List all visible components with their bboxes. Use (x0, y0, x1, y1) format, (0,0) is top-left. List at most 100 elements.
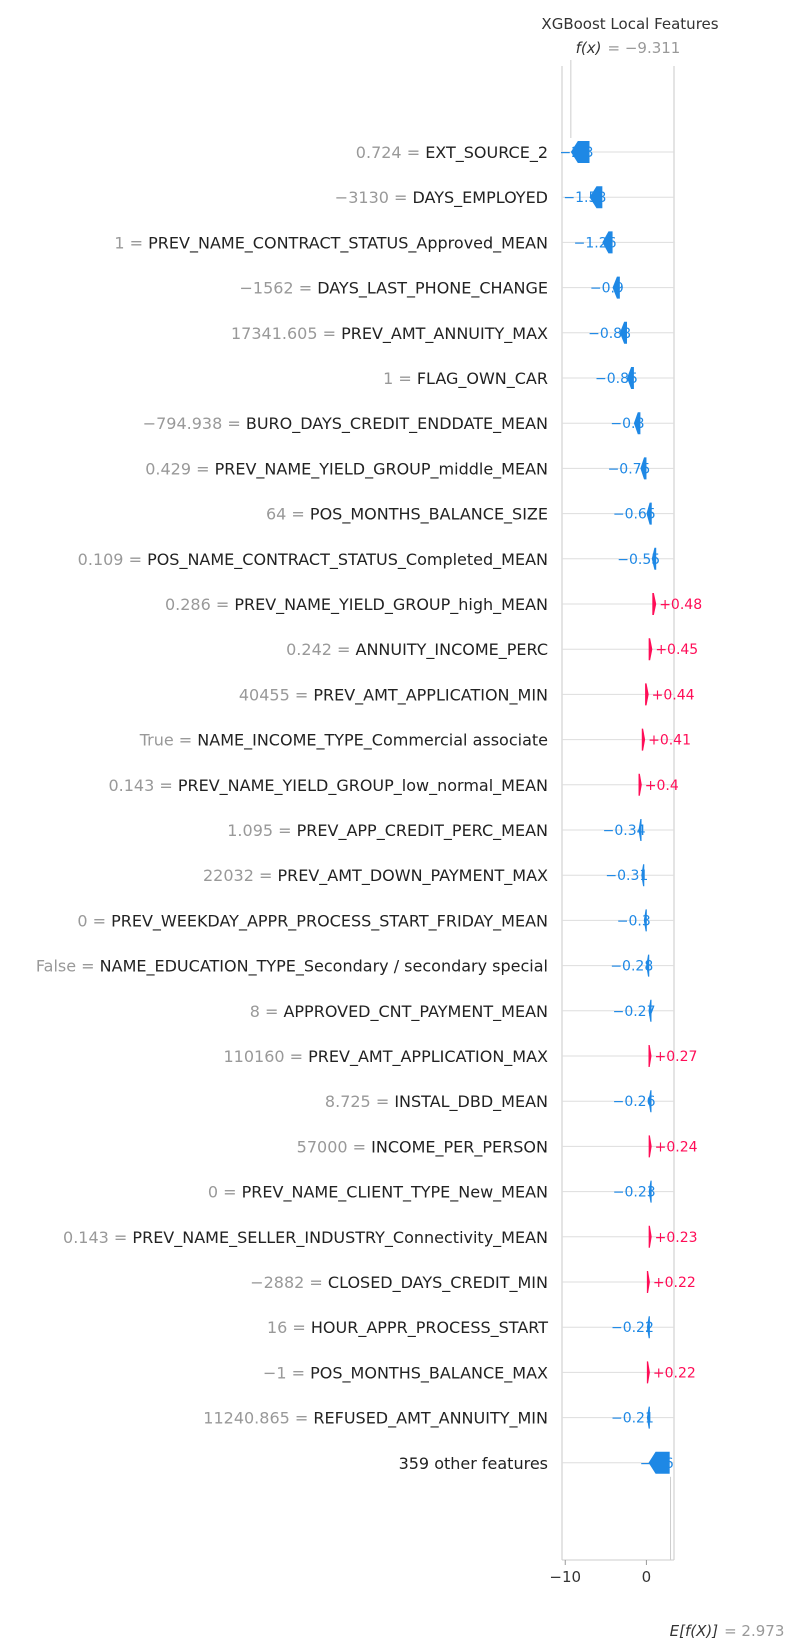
waterfall-bar (640, 457, 647, 480)
feature-label: 11240.865 = REFUSED_AMT_ANNUITY_MIN (203, 1409, 548, 1429)
feature-name: NAME_EDUCATION_TYPE_Secondary / secondar… (100, 957, 548, 977)
feature-label: 64 = POS_MONTHS_BALANCE_SIZE (266, 505, 548, 525)
feature-label: 110160 = PREV_AMT_APPLICATION_MAX (223, 1047, 548, 1067)
waterfall-bar (570, 141, 590, 163)
bar-value-label: +0.23 (655, 1230, 698, 1246)
waterfall-bar (602, 231, 613, 254)
bar-value-label: −0.9 (590, 281, 624, 297)
bar-value-label: −0.28 (610, 959, 653, 975)
waterfall-bar (648, 1090, 652, 1113)
waterfall-bar (646, 502, 652, 525)
feature-label: 0 = PREV_NAME_CLIENT_TYPE_New_MEAN (208, 1183, 548, 1203)
feature-value: 22032 = (203, 866, 277, 885)
feature-label: −2882 = CLOSED_DAYS_CREDIT_MIN (250, 1273, 548, 1293)
waterfall-bar (643, 909, 647, 932)
bar-value-label: −0.26 (613, 1094, 656, 1110)
feature-label: True = NAME_INCOME_TYPE_Commercial assoc… (139, 731, 548, 751)
feature-value: −3130 = (335, 188, 413, 207)
x-axis: −10 0 (549, 1559, 674, 1586)
feature-value: −2882 = (250, 1273, 328, 1292)
feature-label: 0.429 = PREV_NAME_YIELD_GROUP_middle_MEA… (145, 459, 548, 479)
feature-value: 11240.865 = (203, 1409, 313, 1428)
waterfall-bar (638, 819, 642, 841)
feature-label: −1 = POS_MONTHS_BALANCE_MAX (263, 1363, 548, 1383)
feature-label: 16 = HOUR_APPR_PROCESS_START (267, 1318, 548, 1338)
feature-label: 8 = APPROVED_CNT_PAYMENT_MEAN (250, 1002, 548, 1022)
feature-label: 0.143 = PREV_NAME_SELLER_INDUSTRY_Connec… (63, 1228, 548, 1248)
feature-label: 0.109 = POS_NAME_CONTRACT_STATUS_Complet… (78, 550, 548, 570)
waterfall-bar (633, 412, 641, 435)
feature-name: DAYS_LAST_PHONE_CHANGE (317, 279, 548, 299)
feature-label: 22032 = PREV_AMT_DOWN_PAYMENT_MAX (203, 866, 548, 886)
bar-value-label: −1.26 (574, 235, 617, 251)
feature-name: POS_NAME_CONTRACT_STATUS_Completed_MEAN (147, 550, 548, 570)
feature-name: HOUR_APPR_PROCESS_START (311, 1318, 548, 1338)
feature-name: BURO_DAYS_CREDIT_ENDDATE_MEAN (246, 414, 548, 434)
waterfall-bar (641, 728, 646, 751)
feature-name: DAYS_EMPLOYED (413, 188, 549, 208)
feature-value: 8.725 = (325, 1092, 394, 1111)
feature-value: 0.724 = (356, 143, 425, 162)
chart-title: XGBoost Local Features (541, 15, 718, 33)
bar-value-label: −0.31 (605, 868, 648, 884)
bar-value-label: −0.75 (608, 461, 651, 477)
feature-label: 0.724 = EXT_SOURCE_2 (356, 143, 548, 163)
feature-name: PREV_AMT_ANNUITY_MAX (341, 324, 548, 344)
waterfall-bar (648, 1451, 670, 1474)
feature-value: 0.286 = (165, 595, 234, 614)
bar-value-label: −0.3 (617, 913, 651, 929)
feature-name: INSTAL_DBD_MEAN (394, 1092, 548, 1112)
bar-value-label: −0.23 (613, 1185, 656, 1201)
feature-value: 0.109 = (78, 550, 147, 569)
bar-value-label: +0.27 (655, 1049, 698, 1065)
feature-name: POS_MONTHS_BALANCE_SIZE (310, 505, 548, 525)
feature-value: 8 = (250, 1002, 284, 1021)
fx-label: f(x) (576, 39, 602, 57)
waterfall-bar (638, 773, 642, 796)
x-tick-label: 0 (642, 1568, 652, 1586)
feature-label: 1.095 = PREV_APP_CREDIT_PERC_MEAN (227, 821, 548, 841)
feature-label: 0 = PREV_WEEKDAY_APPR_PROCESS_START_FRID… (77, 911, 548, 931)
feature-value: 17341.605 = (231, 324, 341, 343)
feature-label: −1562 = DAYS_LAST_PHONE_CHANGE (239, 279, 548, 299)
feature-value: 1 = (383, 369, 417, 388)
waterfall-bar (619, 321, 628, 344)
bar-value-label: −0.55 (617, 552, 660, 568)
feature-name: 359 other features (399, 1454, 548, 1473)
feature-name: POS_MONTHS_BALANCE_MAX (310, 1363, 548, 1383)
feature-value: False = (36, 957, 100, 976)
feature-name: PREV_NAME_YIELD_GROUP_middle_MEAN (215, 459, 548, 479)
waterfall-bar (641, 864, 645, 887)
bar-value-label: −2.6 (640, 1456, 674, 1472)
bar-value-label: −2.3 (560, 145, 594, 161)
bar-value-label: −0.65 (613, 507, 656, 523)
feature-name: CLOSED_DAYS_CREDIT_MIN (328, 1273, 548, 1293)
feature-name: PREV_NAME_CONTRACT_STATUS_Approved_MEAN (148, 233, 548, 253)
feature-name: NAME_INCOME_TYPE_Commercial associate (197, 731, 548, 751)
feature-name: APPROVED_CNT_PAYMENT_MEAN (283, 1002, 548, 1022)
fx-value: = −9.311 (608, 39, 681, 57)
bar-value-label: −0.8 (610, 416, 644, 432)
feature-name: PREV_NAME_CLIENT_TYPE_New_MEAN (242, 1183, 548, 1203)
fx-annotation: f(x) = −9.311 (576, 39, 681, 57)
feature-name: FLAG_OWN_CAR (417, 369, 548, 389)
bars-layer (570, 141, 670, 1474)
bar-value-label: +0.44 (652, 687, 695, 703)
waterfall-bar (648, 1045, 652, 1067)
bar-value-label: +0.22 (653, 1275, 696, 1291)
waterfall-bar (648, 999, 652, 1022)
feature-value: 0.143 = (108, 776, 177, 795)
feature-label: 40455 = PREV_AMT_APPLICATION_MIN (239, 685, 548, 705)
feature-value: 1 = (114, 233, 148, 252)
feature-label: 8.725 = INSTAL_DBD_MEAN (325, 1092, 548, 1112)
feature-name: PREV_WEEKDAY_APPR_PROCESS_START_FRIDAY_M… (111, 911, 548, 931)
waterfall-bar (648, 1225, 652, 1248)
ex-value: = 2.973 (724, 1622, 784, 1640)
waterfall-bar (646, 1271, 650, 1293)
waterfall-bar (612, 276, 620, 299)
feature-label: 1 = FLAG_OWN_CAR (383, 369, 548, 389)
feature-name: PREV_APP_CREDIT_PERC_MEAN (297, 821, 548, 841)
feature-value: 64 = (266, 505, 310, 524)
feature-name: EXT_SOURCE_2 (425, 143, 548, 163)
x-tick-label: −10 (549, 1568, 581, 1586)
